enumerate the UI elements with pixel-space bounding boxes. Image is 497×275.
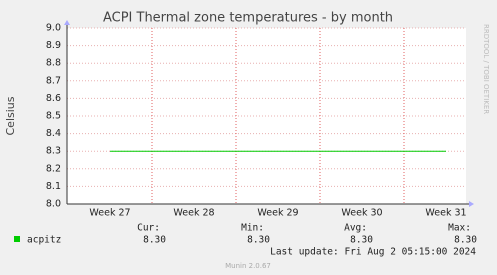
axis-arrow: [64, 20, 70, 25]
y-tick-label: 9.0: [46, 23, 61, 34]
y-tick-label: 8.6: [46, 93, 61, 104]
x-tick-label: Week 27: [89, 208, 130, 219]
summary-header: Avg:: [344, 223, 367, 234]
y-axis-label: Celsius: [4, 96, 17, 135]
summary-header: Min:: [241, 223, 264, 234]
x-tick-label: Week 29: [257, 208, 298, 219]
summary-header: Cur:: [137, 223, 160, 234]
y-tick-label: 8.7: [46, 75, 61, 86]
y-tick-label: 8.1: [46, 181, 61, 192]
footer: Munin 2.0.67: [225, 262, 271, 270]
x-tick-label: Week 28: [173, 208, 214, 219]
y-tick-label: 8.0: [46, 199, 61, 210]
y-tick-label: 8.8: [46, 58, 61, 69]
watermark: RRDTOOL / TOBI OETIKER: [482, 24, 490, 114]
y-tick-label: 8.3: [46, 146, 61, 157]
y-tick-label: 8.5: [46, 111, 61, 122]
x-tick-label: Week 30: [341, 208, 382, 219]
legend-label: acpitz: [27, 235, 61, 246]
last-update: Last update: Fri Aug 2 05:15:00 2024: [270, 247, 476, 258]
summary-value: 8.30: [143, 235, 166, 246]
summary-value: 8.30: [350, 235, 373, 246]
axis-arrow: [469, 201, 474, 207]
summary-value: 8.30: [454, 235, 477, 246]
y-tick-label: 8.9: [46, 40, 61, 51]
legend-swatch: [14, 236, 20, 242]
x-tick-label: Week 31: [425, 208, 466, 219]
y-tick-label: 8.4: [46, 128, 61, 139]
chart-title: ACPI Thermal zone temperatures - by mont…: [103, 11, 393, 26]
summary-value: 8.30: [247, 235, 270, 246]
summary-header: Max:: [448, 223, 471, 234]
y-tick-label: 8.2: [46, 163, 61, 174]
